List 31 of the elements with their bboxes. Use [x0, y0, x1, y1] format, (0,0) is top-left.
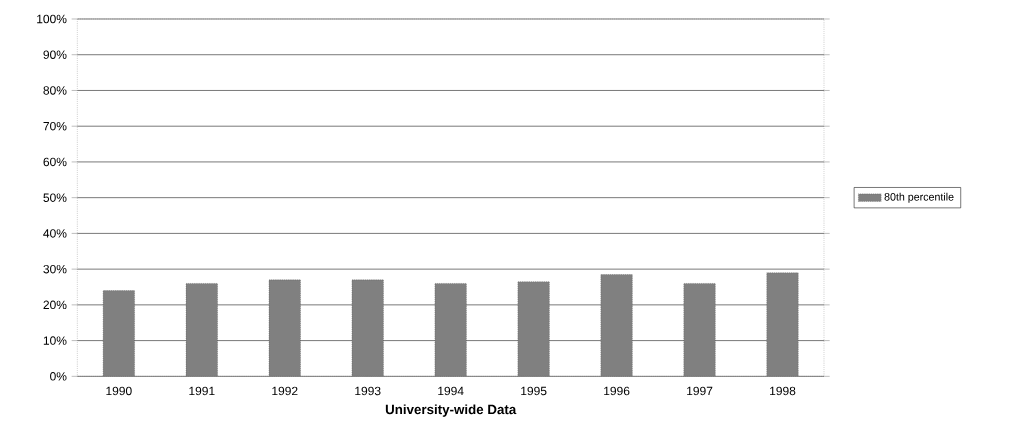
x-tick-label: 1990 [106, 386, 132, 396]
x-tick-label: 1993 [355, 386, 381, 396]
legend-label: 80th percentile [884, 192, 954, 203]
bar [600, 274, 633, 377]
bar [683, 283, 716, 377]
y-tick-label: 30% [43, 264, 67, 274]
y-tick-label: 60% [43, 157, 67, 167]
x-tick-label: 1992 [272, 386, 298, 396]
y-tick-label: 100% [37, 14, 67, 24]
y-tick-label: 20% [43, 300, 67, 310]
y-tick-label: 10% [43, 336, 67, 345]
bar [102, 290, 135, 377]
x-tick-label: 1996 [604, 386, 630, 396]
bar [766, 272, 799, 377]
bar [517, 281, 550, 377]
bar [268, 279, 301, 377]
x-tick-label: 1998 [770, 386, 796, 396]
y-tick-label: 80% [43, 86, 67, 95]
x-tick-label: 1995 [521, 386, 547, 396]
bar [434, 283, 467, 377]
y-tick-label: 0% [50, 372, 67, 381]
y-tick-label: 70% [43, 121, 67, 131]
x-tick-label: 1994 [438, 386, 464, 396]
bar [185, 283, 218, 377]
x-tick-label: 1997 [687, 386, 713, 396]
y-tick-label: 50% [43, 193, 67, 202]
bar [351, 279, 384, 377]
y-tick-label: 40% [43, 229, 67, 238]
y-tick-label: 90% [43, 50, 67, 59]
x-tick-label: 1991 [189, 386, 215, 396]
x-axis-title: University-wide Data [385, 404, 517, 417]
